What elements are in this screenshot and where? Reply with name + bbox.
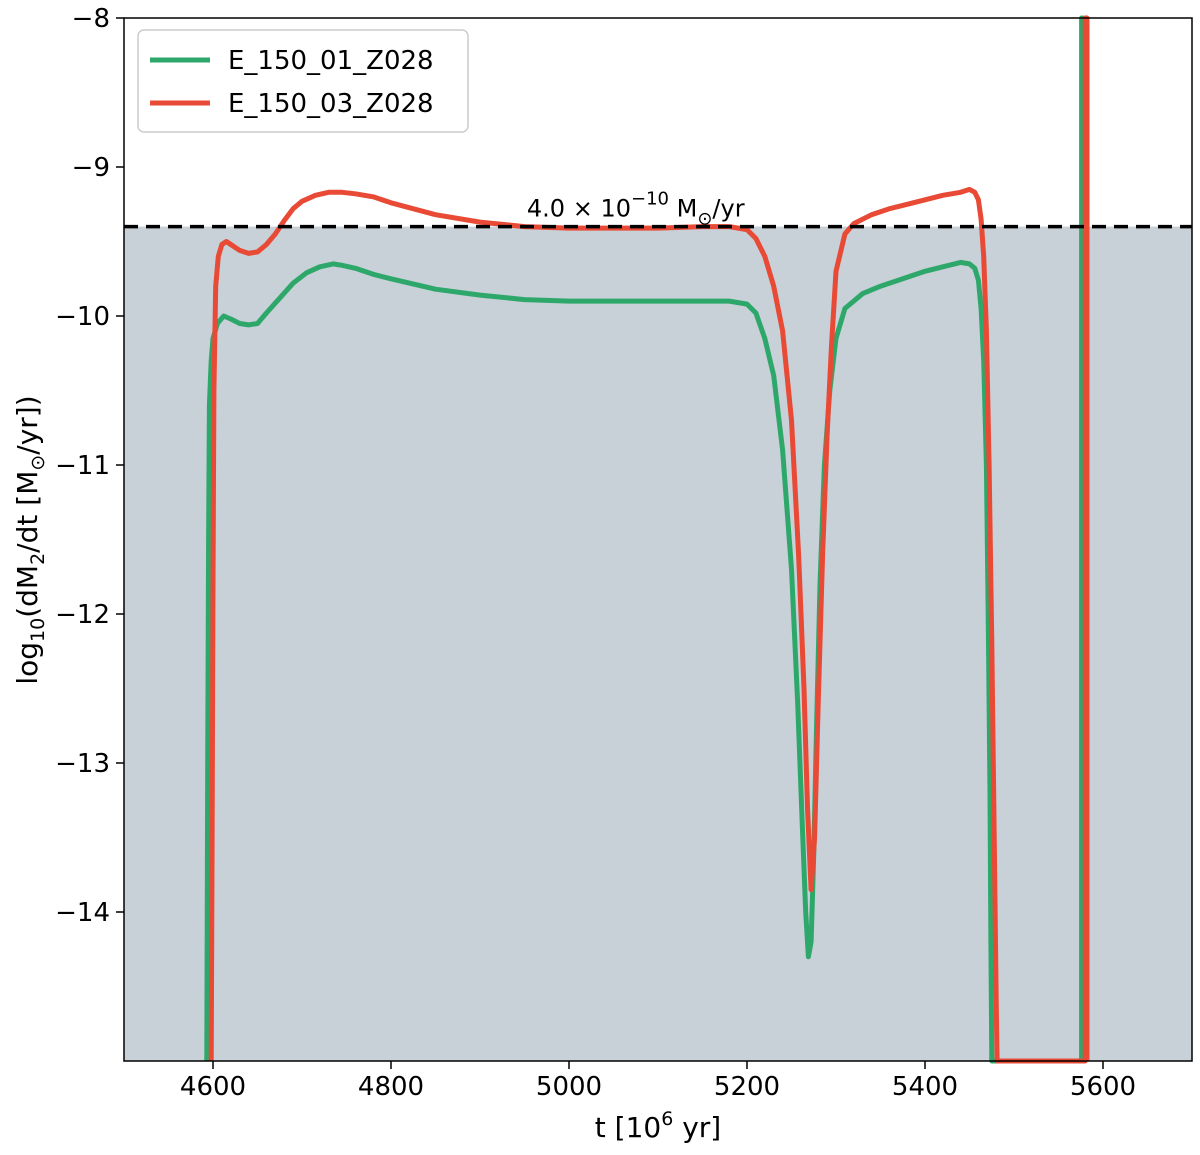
series-line-1 [204, 15, 1085, 1064]
y-axis-label-mid: (dM [11, 565, 44, 618]
y-axis-label-sub-10: 10 [27, 618, 49, 642]
threshold-annotation-end: /yr [712, 195, 744, 223]
y-axis-label-sub-2: 2 [27, 553, 49, 565]
legend-label-series-2: E_150_03_Z028 [228, 89, 434, 119]
y-tick-label: −13 [55, 749, 110, 779]
y-axis-label-log: log [11, 642, 44, 685]
x-tick-label: 4600 [180, 1072, 246, 1102]
x-axis-label-exponent: 6 [661, 1108, 673, 1130]
legend-box [137, 29, 469, 133]
plot-area: 4.0 × 10−10 M⊙/yr [123, 15, 1193, 1064]
y-axis-label-end: /yr]) [11, 395, 44, 454]
threshold-annotation-exponent: −10 [631, 189, 669, 210]
plot-frame [123, 17, 1193, 1062]
y-axis-label-sun-subscript: ⊙ [27, 455, 49, 471]
y-tick-label: −8 [72, 4, 110, 34]
x-axis-label-text: t [10 [595, 1111, 661, 1144]
x-tick-label: 5000 [536, 1072, 602, 1102]
series-layer [204, 15, 1090, 1064]
x-axis: 4600 4800 5000 5200 5400 5600 [180, 1061, 1136, 1102]
legend-label-series-1: E_150_01_Z028 [228, 46, 434, 76]
y-tick-label: −12 [55, 600, 110, 630]
y-tick-label: −10 [55, 302, 110, 332]
below-threshold-shade [124, 226, 1192, 1062]
y-tick-label: −14 [55, 898, 110, 928]
y-axis-label-mid2: /dt [M [11, 471, 44, 553]
x-tick-label: 5400 [892, 1072, 958, 1102]
y-axis: −14 −13 −12 −11 −10 −9 −8 [55, 4, 124, 928]
threshold-annotation-unit: M [669, 195, 697, 223]
y-tick-label: −9 [72, 153, 110, 183]
x-tick-label: 5600 [1070, 1072, 1136, 1102]
legend: E_150_01_Z028 E_150_03_Z028 [137, 29, 469, 133]
y-tick-label: −11 [55, 451, 110, 481]
threshold-annotation: 4.0 × 10−10 M⊙/yr [527, 189, 745, 230]
x-axis-label: t [106 yr] [595, 1108, 721, 1144]
x-tick-label: 4800 [358, 1072, 424, 1102]
threshold-annotation-sun-subscript: ⊙ [697, 209, 712, 230]
series-line-2 [208, 15, 1090, 1064]
y-axis-label: log10(dM2/dt [M⊙/yr]) [11, 395, 49, 684]
x-tick-label: 5200 [714, 1072, 780, 1102]
x-axis-label-end: yr] [673, 1111, 721, 1144]
threshold-annotation-base: 4.0 × 10 [527, 195, 631, 223]
